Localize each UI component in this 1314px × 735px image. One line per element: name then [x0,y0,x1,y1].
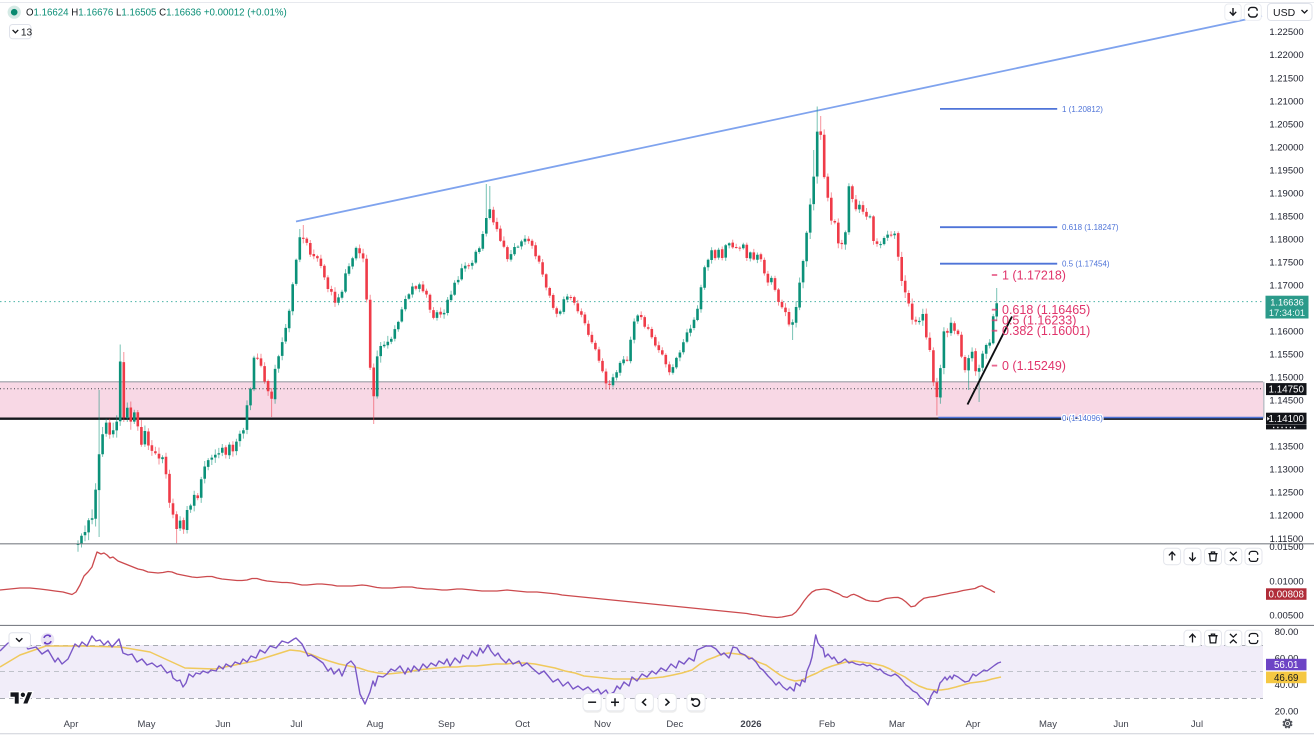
svg-text:56.01: 56.01 [1274,660,1299,671]
svg-text:1.20000: 1.20000 [1269,142,1303,153]
svg-text:0.5 (1.17454): 0.5 (1.17454) [1062,260,1110,269]
svg-text:Aug: Aug [367,719,384,730]
svg-text:0.00500: 0.00500 [1269,610,1303,621]
svg-text:1.19000: 1.19000 [1269,188,1303,199]
svg-text:Jun: Jun [215,719,230,730]
svg-text:1.16636: 1.16636 [1270,298,1304,308]
svg-text:0.01500: 0.01500 [1269,542,1303,553]
svg-text:1.17500: 1.17500 [1269,258,1303,269]
svg-text:13: 13 [21,28,33,39]
svg-text:1.20500: 1.20500 [1269,119,1303,130]
svg-text:17:34:01: 17:34:01 [1269,308,1305,318]
svg-text:1.14750: 1.14750 [1269,385,1305,396]
svg-text:Jun: Jun [1113,719,1128,730]
svg-text:Dec: Dec [666,719,683,730]
svg-text:USD: USD [1273,7,1296,19]
svg-text:Mar: Mar [889,719,905,730]
svg-text:0.00808: 0.00808 [1269,589,1305,600]
svg-text:1.17000: 1.17000 [1269,281,1303,292]
svg-text:1 (1.17218): 1 (1.17218) [1002,268,1066,282]
svg-text:1.13500: 1.13500 [1269,442,1303,453]
svg-text:1.11500: 1.11500 [1270,534,1304,545]
svg-text:80.00: 80.00 [1275,627,1299,638]
svg-text:Jul: Jul [1191,719,1203,730]
svg-text:Feb: Feb [819,719,835,730]
svg-text:1.21000: 1.21000 [1269,96,1303,107]
svg-text:1.14100: 1.14100 [1269,414,1305,425]
svg-text:0.5 (1.16233): 0.5 (1.16233) [1002,314,1076,328]
svg-text:0 (1.15249): 0 (1.15249) [1002,359,1066,373]
svg-text:46.69: 46.69 [1274,673,1299,684]
svg-text:1.15000: 1.15000 [1269,373,1303,384]
svg-text:2026: 2026 [740,719,761,730]
svg-text:1.19500: 1.19500 [1269,165,1303,176]
svg-text:May: May [138,719,156,730]
svg-text:0.01000: 0.01000 [1269,577,1303,588]
svg-text:O1.16624 H1.16676 L1.16505 C1.: O1.16624 H1.16676 L1.16505 C1.16636 +0.0… [26,8,287,19]
svg-text:1.21500: 1.21500 [1269,73,1303,84]
svg-text:1.18000: 1.18000 [1269,234,1303,245]
svg-text:Apr: Apr [64,719,79,730]
svg-text:Apr: Apr [966,719,981,730]
svg-text:0.618 (1.16465): 0.618 (1.16465) [1002,303,1090,317]
svg-text:1.12000: 1.12000 [1269,511,1303,522]
svg-text:May: May [1039,719,1057,730]
svg-text:Nov: Nov [594,719,611,730]
svg-text:40.00: 40.00 [1275,680,1299,691]
svg-text:1.18500: 1.18500 [1269,211,1303,222]
svg-text:1.16000: 1.16000 [1269,327,1303,338]
svg-text:1.15500: 1.15500 [1269,350,1303,361]
svg-text:1.13000: 1.13000 [1269,465,1303,476]
svg-text:20.00: 20.00 [1275,707,1299,718]
svg-text:Sep: Sep [438,719,455,730]
svg-text:1 (1.20812): 1 (1.20812) [1062,105,1103,114]
svg-text:1.12500: 1.12500 [1269,488,1303,499]
svg-text:0.618 (1.18247): 0.618 (1.18247) [1062,223,1119,232]
svg-text:0 (1.14096): 0 (1.14096) [1062,414,1103,423]
svg-text:1.14500: 1.14500 [1269,396,1303,407]
svg-text:0.382 (1.16001): 0.382 (1.16001) [1002,324,1090,338]
svg-text:1.22500: 1.22500 [1269,27,1303,38]
svg-text:Oct: Oct [515,719,530,730]
svg-text:1.22000: 1.22000 [1269,50,1303,61]
svg-text:Jul: Jul [290,719,302,730]
